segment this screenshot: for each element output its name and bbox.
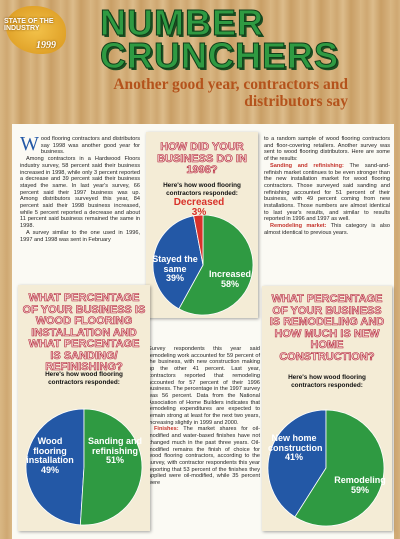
article-column: Survey respondents this year said remode… (148, 346, 260, 487)
pie-slice (79, 408, 143, 526)
body-text: to a random sample of wood flooring cont… (264, 136, 390, 163)
slice-value: 3% (191, 206, 207, 218)
paragraph: Among contractors in a Hardwood Floors i… (20, 156, 140, 230)
slice-name: Increased (208, 269, 252, 279)
logo-text: STATE OF THE INDUSTRY (4, 18, 54, 32)
pie-subtitle: Here's how wood flooring contractors res… (288, 374, 366, 389)
body-text: The sand-and-refinish market continues t… (264, 162, 391, 223)
pie-chart (25, 408, 143, 526)
body-text: Among contractors in a Hardwood Floors i… (20, 156, 140, 230)
slice-value: 51% (105, 455, 124, 465)
slice-value: 39% (165, 273, 184, 283)
lead-in: Finishes: (154, 426, 179, 433)
logo: STATE OF THE INDUSTRY 1999 (2, 4, 72, 56)
logo-badge (6, 6, 66, 54)
pie-question: WHAT PERCENTAGE OF YOUR BUSINESS IS REMO… (269, 293, 385, 363)
pie-question: WHAT PERCENTAGE OF YOUR BUSINESS IS WOOD… (22, 292, 146, 373)
slice-name: New home construction (268, 433, 323, 453)
lead-in: Remodeling market: (270, 223, 327, 230)
logo-year: 1999 (36, 40, 56, 51)
lead-in: Sanding and refinishing: (270, 162, 344, 169)
slice-value: 59% (350, 484, 369, 495)
pie-slice (25, 408, 85, 526)
deck: Another good year, contractors and distr… (113, 76, 348, 110)
body-text: A survey similar to the one used in 1996… (20, 229, 140, 243)
pie-slice (193, 214, 204, 266)
slice-label: Wood flooring installation 49% (24, 436, 76, 475)
pie-slice (294, 409, 385, 527)
paragraph: Survey respondents this year said remode… (148, 346, 260, 426)
paragraph: Finishes: The market shares for oil-modi… (148, 426, 260, 486)
slice-name: Wood flooring installation (26, 436, 74, 465)
slice-label: New home construction 41% (268, 433, 323, 463)
paragraph: Sanding and refinishing: The sand-and-re… (264, 163, 390, 223)
body-text: The market shares for oil-modified and w… (148, 426, 260, 487)
paragraph: Remodeling market: This category is also… (264, 223, 390, 236)
slice-name: Sanding and refinishing (88, 436, 142, 456)
slice-label: Sanding and refinishing 51% (84, 436, 146, 466)
slice-label: Increased 58% (206, 269, 254, 289)
body-text: This category is also almost identical t… (264, 223, 390, 236)
body-text: Survey respondents this year said remode… (148, 346, 260, 426)
headline: NUMBER CRUNCHERS (99, 2, 340, 76)
paragraph: to a random sample of wood flooring cont… (264, 136, 390, 163)
article-column: to a random sample of wood flooring cont… (264, 136, 390, 237)
slice-name: Decreased (173, 197, 225, 208)
pie-subtitle: Here's how wood flooring contractors res… (163, 182, 241, 197)
slice-value: 49% (40, 464, 59, 475)
slice-value: 58% (220, 278, 239, 289)
slice-name: Stayed the same (152, 254, 198, 274)
pie-card: HOW DID YOUR BUSINESS DO IN 1998? Here's… (146, 132, 258, 318)
pie-card: WHAT PERCENTAGE OF YOUR BUSINESS IS REMO… (262, 286, 392, 531)
pie-slice (152, 215, 204, 310)
paragraph: Wood flooring contractors and distributo… (20, 133, 140, 156)
body-text: Wood flooring contractors and distributo… (20, 133, 140, 156)
pie-slice (178, 214, 254, 316)
pie-chart (152, 214, 254, 316)
pie-card: WHAT PERCENTAGE OF YOUR BUSINESS IS WOOD… (18, 285, 150, 531)
paragraph: A survey similar to the one used in 1996… (20, 230, 140, 243)
slice-label: Stayed the same 39% (150, 254, 200, 284)
pie-subtitle: Here's how wood flooring contractors res… (45, 371, 123, 386)
pie-question: HOW DID YOUR BUSINESS DO IN 1998? (157, 141, 247, 176)
slice-value: 41% (284, 452, 303, 462)
slice-name: Remodeling (334, 475, 386, 485)
article-column: Wood flooring contractors and distributo… (20, 133, 140, 243)
pie-chart (267, 409, 385, 527)
slice-label: Remodeling 59% (330, 475, 390, 495)
slice-label: Decreased 3% (164, 198, 234, 217)
